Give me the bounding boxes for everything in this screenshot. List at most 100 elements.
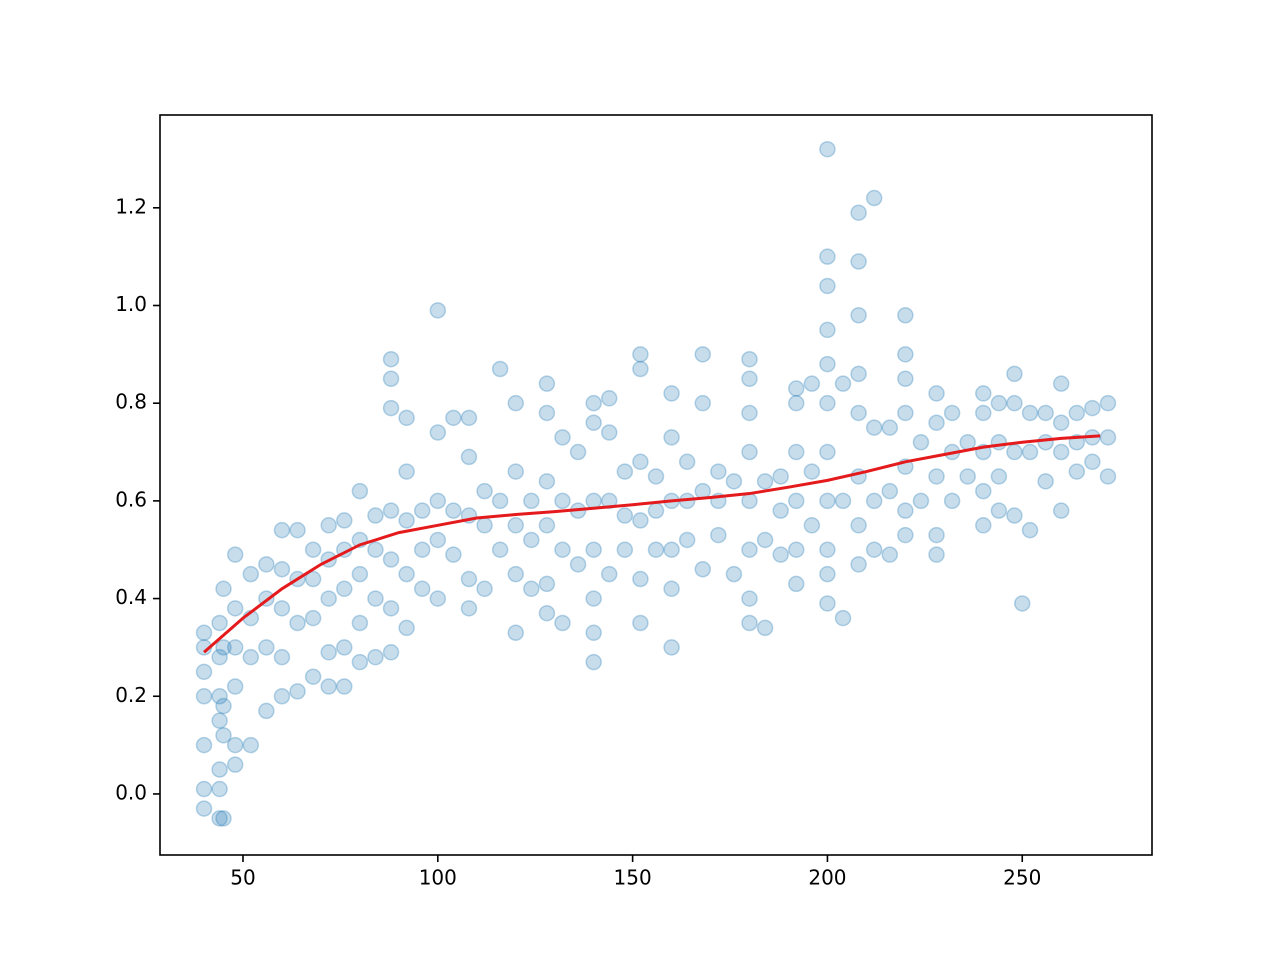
scatter-point xyxy=(507,517,524,534)
scatter-point xyxy=(320,590,337,607)
scatter-point xyxy=(538,604,556,622)
scatter-point xyxy=(881,482,899,500)
scatter-point xyxy=(538,517,556,534)
scatter-point xyxy=(195,688,213,705)
scatter-point xyxy=(211,614,228,632)
scatter-point xyxy=(351,614,369,632)
scatter-point xyxy=(336,512,353,529)
scatter-point xyxy=(741,404,758,422)
scatter-point xyxy=(320,678,337,695)
y-tick-label: 0.8 xyxy=(115,390,147,414)
scatter-point xyxy=(398,512,415,529)
scatter-point xyxy=(1052,375,1070,392)
scatter-point xyxy=(273,521,291,539)
scatter-point xyxy=(788,541,805,558)
scatter-point xyxy=(1021,521,1039,539)
scatter-point xyxy=(850,253,867,270)
scatter-point xyxy=(600,390,618,407)
scatter-point xyxy=(538,375,556,392)
y-tick-label: 1.2 xyxy=(115,194,147,218)
scatter-point xyxy=(226,600,244,617)
scatter-point xyxy=(943,404,961,422)
scatter-point xyxy=(1052,414,1070,431)
scatter-point xyxy=(382,644,400,661)
y-tick-label: 0.6 xyxy=(115,487,147,511)
y-tick-label: 0.0 xyxy=(115,780,147,804)
scatter-point xyxy=(897,526,914,544)
scatter-point xyxy=(725,565,743,583)
scatter-point xyxy=(819,355,836,373)
scatter-point xyxy=(1021,443,1039,461)
scatter-point xyxy=(1068,404,1086,422)
scatter-point xyxy=(585,590,602,607)
scatter-point xyxy=(819,248,836,265)
scatter-point xyxy=(491,492,509,510)
scatter-point xyxy=(819,394,836,412)
scatter-point xyxy=(507,394,524,412)
scatter-point xyxy=(429,492,447,510)
scatter-point xyxy=(600,424,618,441)
scatter-point xyxy=(928,385,945,402)
scatter-point xyxy=(585,414,602,431)
scatter-point xyxy=(943,492,961,510)
scatter-point xyxy=(445,502,462,519)
scatter-point xyxy=(1021,404,1039,422)
scatter-point xyxy=(803,463,821,480)
scatter-point xyxy=(741,492,758,510)
scatter-point xyxy=(554,614,571,632)
scatter-point xyxy=(585,653,602,671)
scatter-point xyxy=(975,404,992,422)
scatter-point xyxy=(772,468,789,485)
scatter-point xyxy=(990,434,1008,451)
scatter-point xyxy=(897,404,914,422)
scatter-point xyxy=(226,639,244,656)
scatter-point xyxy=(850,404,867,422)
scatter-point xyxy=(382,502,400,519)
scatter-point xyxy=(382,399,400,417)
scatter-point xyxy=(1006,443,1023,461)
scatter-point xyxy=(694,394,712,412)
scatter-point xyxy=(647,541,665,558)
scatter-point xyxy=(242,565,260,583)
scatter-point xyxy=(351,565,369,583)
scatter-point xyxy=(678,531,696,549)
scatter-point xyxy=(226,756,244,773)
scatter-point xyxy=(663,580,680,598)
scatter-point xyxy=(897,370,914,388)
scatter-point xyxy=(1006,394,1023,412)
scatter-point xyxy=(336,639,353,656)
scatter-point xyxy=(881,419,899,436)
scatter-point xyxy=(320,517,337,534)
scatter-point xyxy=(491,360,509,378)
scatter-point xyxy=(538,473,556,490)
scatter-point xyxy=(600,492,618,510)
scatter-point xyxy=(741,541,758,558)
scatter-point xyxy=(756,619,774,637)
scatter-point xyxy=(975,385,992,402)
scatter-point xyxy=(788,394,805,412)
scatter-point xyxy=(741,614,758,632)
scatter-point xyxy=(834,609,852,627)
scatter-point xyxy=(632,512,649,529)
scatter-point xyxy=(1052,443,1070,461)
scatter-point xyxy=(476,482,493,500)
scatter-point xyxy=(788,443,805,461)
scatter-point xyxy=(507,565,524,583)
scatter-point xyxy=(632,453,649,471)
scatter-point xyxy=(819,595,836,612)
scatter-point xyxy=(304,609,322,627)
scatter-point xyxy=(928,414,945,431)
scatter-point xyxy=(819,321,836,339)
scatter-point xyxy=(897,502,914,519)
scatter-point xyxy=(912,492,930,510)
scatter-point xyxy=(616,463,634,480)
fit-line xyxy=(203,434,1101,654)
scatter-point xyxy=(554,429,571,446)
scatter-point xyxy=(756,473,774,490)
scatter-point xyxy=(772,546,789,563)
scatter-point xyxy=(663,541,680,558)
scatter-point xyxy=(1099,468,1117,485)
scatter-point xyxy=(554,541,571,558)
scatter-point xyxy=(1006,365,1023,383)
